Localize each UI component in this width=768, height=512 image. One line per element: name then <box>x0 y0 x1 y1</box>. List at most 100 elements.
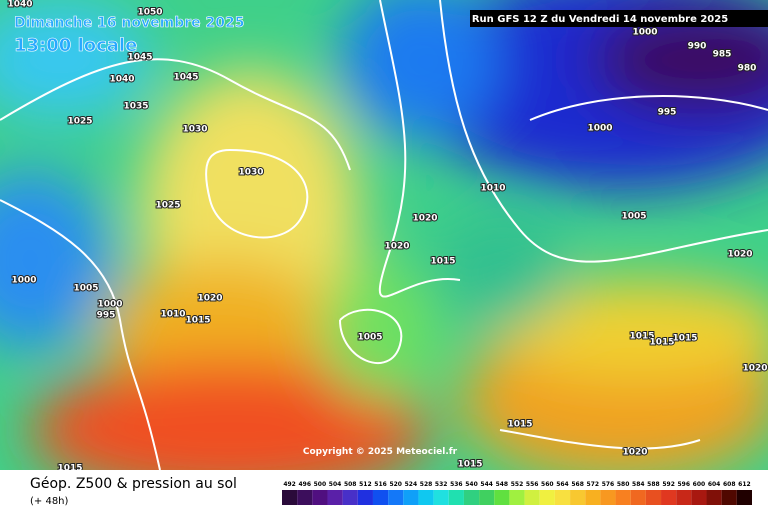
color-scale: 492 496 500 504 508 512 516 520 524 528 532 536 540 5… <box>282 481 752 505</box>
footer-lead: (+ 48h) <box>30 496 69 507</box>
isobar-label: 1015 <box>430 257 455 267</box>
scale-swatch <box>479 490 495 505</box>
run-text: Run GFS 12 Z du Vendredi 14 novembre 202… <box>472 14 728 25</box>
scale-swatch <box>706 490 722 505</box>
footer-title: Géop. Z500 & pression au sol <box>30 476 237 492</box>
map-field: 1040 1050 1045 1040 1045 1035 1025 1030 1030 1025… <box>0 0 768 470</box>
scale-swatch <box>297 490 313 505</box>
isobar-label: 1035 <box>123 102 148 112</box>
isobar-label: 1000 <box>632 28 657 38</box>
scale-swatch <box>736 490 752 505</box>
scale-swatch <box>494 490 510 505</box>
scale-label: 520 <box>389 481 402 488</box>
scale-label: 496 <box>298 481 311 488</box>
scale-swatch <box>630 490 646 505</box>
scale-swatch <box>312 490 328 505</box>
scale-swatch <box>372 490 389 505</box>
isobar-label: 1020 <box>622 448 647 458</box>
scale-label: 560 <box>541 481 554 488</box>
isobar-lines <box>0 0 768 470</box>
isobar-label: 1015 <box>457 460 482 470</box>
scale-label: 604 <box>708 481 721 488</box>
isobar-label: 1005 <box>357 333 382 343</box>
scale-label: 592 <box>662 481 675 488</box>
scale-swatch <box>418 490 434 505</box>
scale-swatch <box>600 490 616 505</box>
isobar-label: 1000 <box>11 276 36 286</box>
isobar-label: 1045 <box>173 73 198 83</box>
isobar-label: 1000 <box>97 300 122 310</box>
scale-label: 492 <box>283 481 296 488</box>
scale-swatch <box>585 490 601 505</box>
scale-label: 600 <box>693 481 706 488</box>
scale-label: 608 <box>723 481 736 488</box>
isobar-label: 1025 <box>67 117 92 127</box>
scale-swatch <box>721 490 737 505</box>
isobar-label: 1015 <box>629 332 654 342</box>
scale-label: 588 <box>647 481 660 488</box>
isobar-label: 1045 <box>127 53 152 63</box>
scale-label: 508 <box>344 481 357 488</box>
isobar-label: 1015 <box>649 338 674 348</box>
copyright: Copyright © 2025 Meteociel.fr <box>303 447 458 457</box>
isobar-label: 1015 <box>672 334 697 344</box>
isobar-label: 1020 <box>197 294 222 304</box>
scale-label: 556 <box>526 481 539 488</box>
isobar-label: 980 <box>738 64 757 74</box>
isobar-label: 1010 <box>160 310 185 320</box>
scale-swatch <box>676 490 692 505</box>
scale-label: 572 <box>587 481 600 488</box>
isobar-label: 1030 <box>238 168 263 178</box>
isobar-label: 995 <box>658 108 677 118</box>
scale-swatch <box>554 490 571 505</box>
scale-label: 580 <box>617 481 630 488</box>
scale-swatch <box>357 490 373 505</box>
scale-swatch <box>327 490 343 505</box>
scale-swatch <box>388 490 404 505</box>
scale-swatch <box>433 490 449 505</box>
isobar-label: 1020 <box>384 242 409 252</box>
scale-label: 544 <box>480 481 493 488</box>
scale-swatch <box>448 490 464 505</box>
scale-label: 504 <box>329 481 342 488</box>
scale-label: 552 <box>511 481 524 488</box>
scale-label: 524 <box>405 481 418 488</box>
scale-swatch <box>661 490 677 505</box>
scale-swatch <box>282 490 298 505</box>
isobar-label: 1020 <box>742 364 767 374</box>
scale-swatch <box>524 490 540 505</box>
isobar-label: 1050 <box>137 8 162 18</box>
scale-label: 596 <box>678 481 691 488</box>
isobar-label: 990 <box>688 42 707 52</box>
scale-label: 536 <box>450 481 463 488</box>
scale-label: 532 <box>435 481 448 488</box>
isobar-label: 1040 <box>109 75 134 85</box>
scale-label: 528 <box>420 481 433 488</box>
scale-swatch <box>509 490 525 505</box>
scale-label: 540 <box>465 481 478 488</box>
scale-label: 584 <box>632 481 645 488</box>
scale-swatch <box>403 490 419 505</box>
isobar-label: 985 <box>713 50 732 60</box>
scale-label: 568 <box>571 481 584 488</box>
run-banner <box>470 10 768 27</box>
scale-label: 564 <box>556 481 569 488</box>
scale-label: 612 <box>738 481 751 488</box>
scale-swatch <box>691 490 707 505</box>
scale-swatch <box>463 490 480 505</box>
isobar-label: 995 <box>97 311 116 321</box>
scale-swatch <box>615 490 631 505</box>
isobar-label: 1010 <box>480 184 505 194</box>
isobar-label: 1040 <box>7 0 32 10</box>
scale-label: 548 <box>496 481 509 488</box>
isobar-label: 1030 <box>182 125 207 135</box>
isobar-label: 1015 <box>185 316 210 326</box>
isobar-label: 1005 <box>73 284 98 294</box>
scale-label: 512 <box>359 481 372 488</box>
scale-swatch <box>539 490 555 505</box>
isobar-label: 1020 <box>727 250 752 260</box>
scale-label: 576 <box>602 481 615 488</box>
isobar-label: 1020 <box>412 214 437 224</box>
isobar-label: 1025 <box>155 201 180 211</box>
